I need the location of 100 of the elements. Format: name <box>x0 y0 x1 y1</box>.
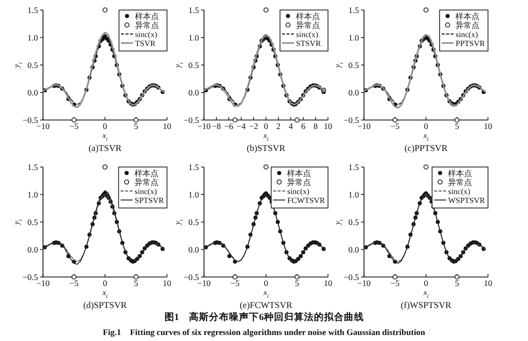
legend-label: sinc(x) <box>296 30 319 39</box>
legend-label: 样本点 <box>135 12 159 21</box>
y-tick-label: 1.0 <box>27 32 38 42</box>
x-tick-label: −10 <box>36 278 50 288</box>
x-tick-label: 5 <box>454 121 460 131</box>
y-tick-label: −0.5 <box>184 114 199 125</box>
x-tick-label: −10 <box>357 121 371 131</box>
y-tick-label: 0.5 <box>188 60 199 70</box>
y-tick-label: 0.5 <box>348 60 359 70</box>
x-tick-label: 0 <box>102 278 108 288</box>
x-tick-label: −5 <box>69 121 79 131</box>
x-tick-label: 8 <box>313 121 318 131</box>
legend-label: 样本点 <box>287 169 312 178</box>
y-tick-label: 0.0 <box>27 87 38 98</box>
y-tick-label: 1.0 <box>188 32 199 42</box>
y-tick-label: 0.0 <box>348 244 359 254</box>
text: (f)WSPTSVR <box>400 300 452 310</box>
y-tick-label: 1.5 <box>27 4 38 15</box>
y-tick-label: 0.5 <box>348 216 359 227</box>
legend-label: SPTSVR <box>134 196 165 205</box>
x-axis-title: x$_{i}$ <box>101 288 108 300</box>
x-tick-label: 10 <box>484 278 492 288</box>
x-tick-label: 0 <box>424 278 428 288</box>
legend-label: WSPTSVR <box>448 196 486 205</box>
x-tick-label: −4 <box>236 121 246 131</box>
legend-label: 样本点 <box>456 12 480 21</box>
y-tick-label: 0.0 <box>27 244 38 254</box>
x-tick-label: 10 <box>484 121 492 131</box>
x-tick-label: −10 <box>197 278 211 288</box>
x-axis-title: x$_{i}$ <box>422 131 429 143</box>
x-tick-label: −5 <box>390 121 400 131</box>
x-tick-label: 6 <box>301 121 306 131</box>
y-tick-label: 1.0 <box>348 189 359 200</box>
x-tick-label: 0 <box>424 121 428 131</box>
y-tick-label: −0.5 <box>22 114 38 125</box>
x-tick-label: 5 <box>454 278 460 288</box>
y-tick-label: 1.0 <box>188 189 199 200</box>
text: (c)PPTSVR <box>404 143 448 153</box>
x-axis-title: x$_{i}$ <box>262 288 269 300</box>
legend-label: 样本点 <box>296 12 320 21</box>
y-tick-label: 1.5 <box>348 162 359 172</box>
text: 图1 高斯分布噪声下6种回归算法的拟合曲线 <box>164 311 364 323</box>
y-tick-label: 0.5 <box>27 216 38 227</box>
y-tick-label: 0.0 <box>348 87 359 98</box>
legend-label: 异常点 <box>296 21 320 30</box>
y-tick-label: 1.5 <box>348 4 359 15</box>
text: (e)FCWTSVR <box>240 300 292 310</box>
y-tick-label: 1.5 <box>27 162 38 172</box>
x-tick-label: 5 <box>294 278 300 288</box>
legend-label: sinc(x) <box>448 187 471 196</box>
x-tick-label: −2 <box>249 121 258 131</box>
y-tick-label: 0.5 <box>27 60 38 70</box>
legend-label: 异常点 <box>448 178 472 187</box>
y-tick-label: −0.5 <box>344 114 359 125</box>
x-tick-label: −6 <box>224 121 234 131</box>
x-tick-label: −10 <box>36 121 50 131</box>
legend-label: TSVR <box>135 39 156 48</box>
x-axis-title: x$_{i}$ <box>101 131 108 143</box>
legend-label: 异常点 <box>135 21 159 30</box>
y-tick-label: −0.5 <box>344 272 359 282</box>
y-tick-label: −0.5 <box>22 272 38 282</box>
y-tick-label: 0.5 <box>188 216 199 227</box>
x-tick-label: 4 <box>288 121 294 131</box>
legend-label: sinc(x) <box>135 30 158 39</box>
legend-label: sinc(x) <box>287 187 310 196</box>
x-tick-label: 2 <box>276 121 281 131</box>
legend-label: 异常点 <box>134 178 159 187</box>
x-tick-label: 5 <box>134 121 138 131</box>
x-tick-label: 10 <box>162 278 172 288</box>
legend-label: 样本点 <box>134 169 159 178</box>
legend-label: 异常点 <box>456 21 480 30</box>
x-tick-label: 5 <box>134 278 138 288</box>
text: (d)SPTSVR <box>83 300 127 310</box>
x-tick-label: 10 <box>162 121 172 131</box>
legend-label: PPTSVR <box>456 39 486 48</box>
x-tick-label: −5 <box>390 278 400 288</box>
x-tick-label: −8 <box>212 121 221 131</box>
y-tick-label: 1.5 <box>188 4 199 15</box>
y-tick-label: 1.5 <box>188 162 199 172</box>
legend-label: sinc(x) <box>456 30 478 39</box>
x-tick-label: 0 <box>264 121 268 131</box>
x-tick-label: 0 <box>264 278 268 288</box>
y-tick-label: 0.0 <box>188 87 199 98</box>
x-tick-label: −10 <box>197 121 211 131</box>
text: (b)STSVR <box>246 143 286 153</box>
text: Fig.1 Fitting curves of six regression algorithms under noise with Gaussian distribution <box>102 327 426 337</box>
x-axis-title: x$_{i}$ <box>262 131 269 143</box>
legend-label: STSVR <box>296 39 322 48</box>
legend-label: 样本点 <box>448 169 472 178</box>
x-tick-label: −10 <box>357 278 371 288</box>
text: (a)TSVR <box>88 143 122 153</box>
y-tick-label: 0.0 <box>188 244 199 254</box>
y-tick-label: 1.0 <box>27 189 38 200</box>
x-tick-label: −5 <box>230 278 240 288</box>
x-tick-label: 10 <box>324 121 332 131</box>
legend-label: sinc(x) <box>134 187 158 196</box>
x-tick-label: 10 <box>324 278 332 288</box>
y-tick-label: 1.0 <box>348 32 359 42</box>
x-tick-label: 0 <box>102 121 108 131</box>
y-tick-label: −0.5 <box>184 272 199 282</box>
